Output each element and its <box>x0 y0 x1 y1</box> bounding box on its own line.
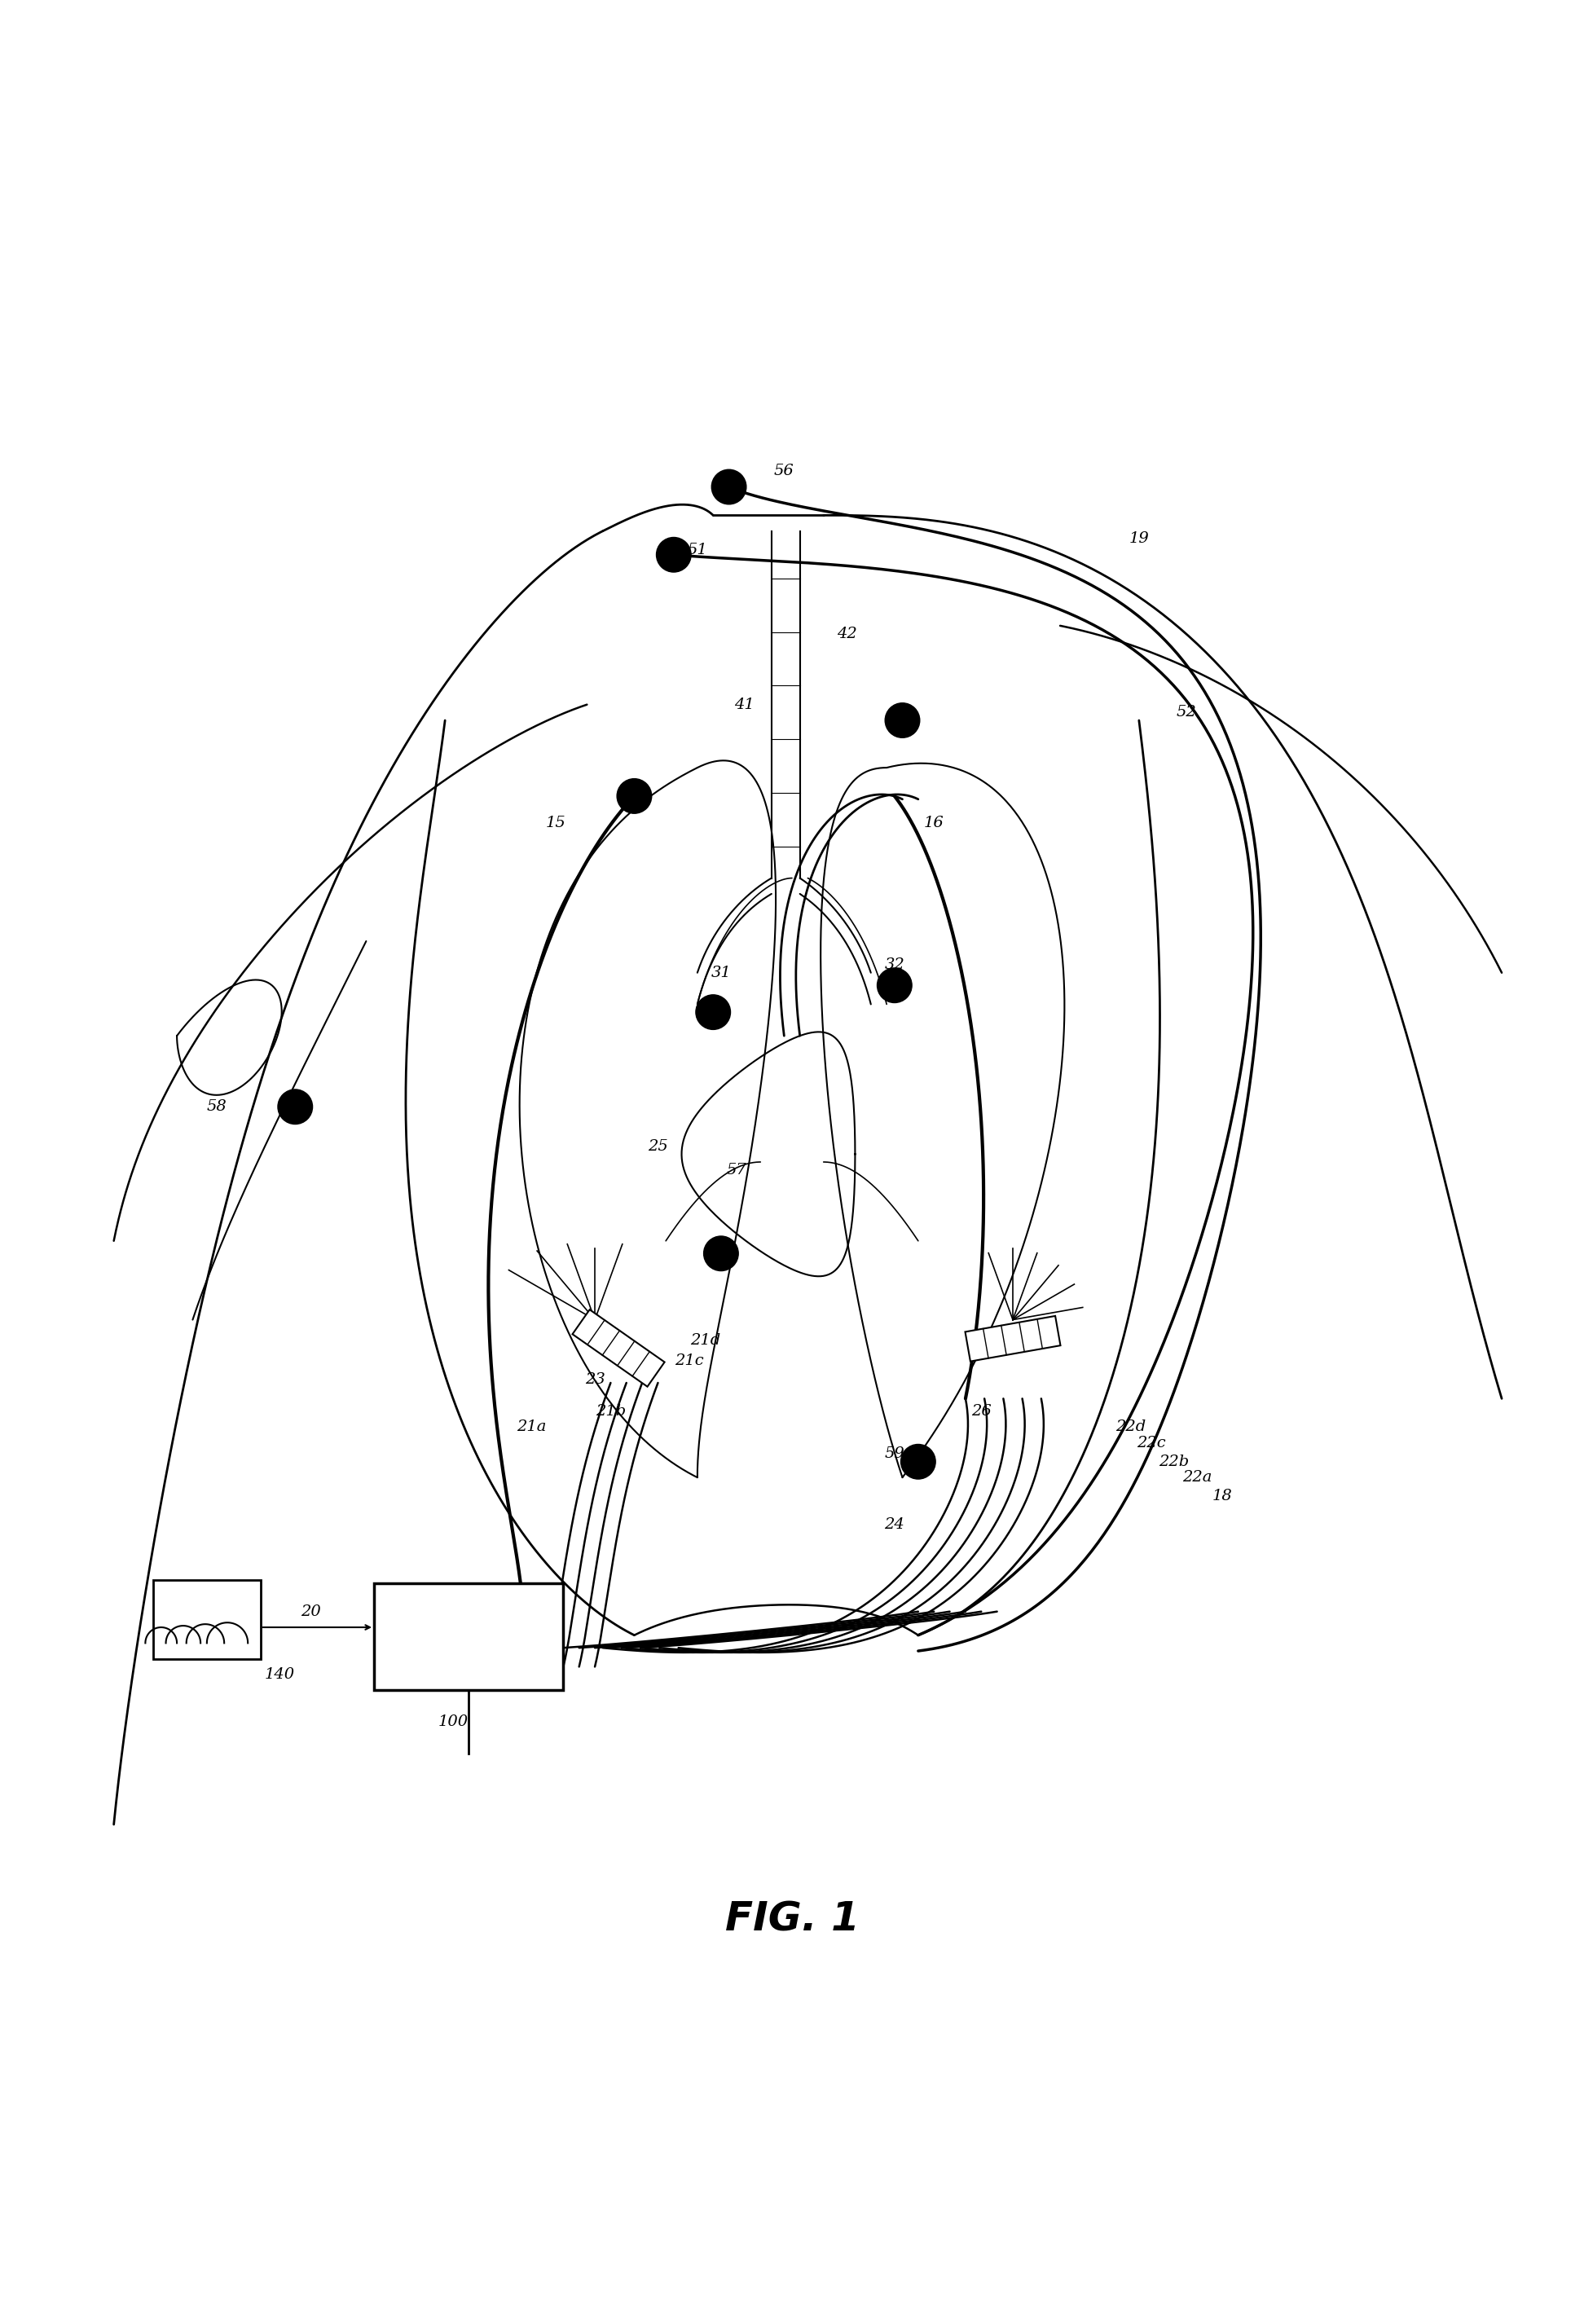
Text: 21b: 21b <box>596 1404 626 1418</box>
Circle shape <box>703 1236 738 1271</box>
Text: 25: 25 <box>648 1139 668 1153</box>
Text: 140: 140 <box>265 1666 295 1683</box>
Circle shape <box>711 469 746 504</box>
Text: 19: 19 <box>1129 532 1148 546</box>
Text: 22a: 22a <box>1183 1471 1212 1485</box>
Text: 57: 57 <box>727 1162 748 1178</box>
Polygon shape <box>965 1315 1060 1362</box>
Text: 15: 15 <box>545 816 565 830</box>
Text: 58: 58 <box>206 1099 227 1113</box>
Polygon shape <box>572 1311 665 1387</box>
Text: 21d: 21d <box>691 1334 721 1348</box>
Text: 42: 42 <box>836 625 857 641</box>
Text: 21c: 21c <box>675 1353 703 1369</box>
Text: 18: 18 <box>1212 1490 1232 1504</box>
Bar <box>154 1580 260 1659</box>
Text: 22d: 22d <box>1115 1420 1147 1434</box>
Text: 59: 59 <box>884 1446 904 1462</box>
Circle shape <box>878 969 912 1002</box>
Bar <box>374 1583 564 1690</box>
Text: 24: 24 <box>884 1518 904 1532</box>
Text: 21a: 21a <box>516 1420 546 1434</box>
Text: FIG. 1: FIG. 1 <box>725 1899 859 1938</box>
Text: 52: 52 <box>1177 704 1196 720</box>
Text: 32: 32 <box>884 957 904 971</box>
Circle shape <box>277 1090 312 1125</box>
Circle shape <box>695 995 730 1030</box>
Text: 56: 56 <box>775 465 794 479</box>
Text: 31: 31 <box>711 964 732 981</box>
Text: 51: 51 <box>687 544 708 558</box>
Text: 26: 26 <box>971 1404 992 1418</box>
Text: 22c: 22c <box>1137 1436 1166 1450</box>
Text: 100: 100 <box>437 1715 467 1729</box>
Text: 22b: 22b <box>1158 1455 1190 1469</box>
Circle shape <box>656 537 691 572</box>
Text: 23: 23 <box>584 1373 605 1387</box>
Circle shape <box>901 1443 936 1478</box>
Text: 16: 16 <box>923 816 944 830</box>
Circle shape <box>885 702 920 737</box>
Circle shape <box>616 779 651 813</box>
Text: 41: 41 <box>735 697 754 711</box>
Text: 20: 20 <box>301 1604 322 1620</box>
